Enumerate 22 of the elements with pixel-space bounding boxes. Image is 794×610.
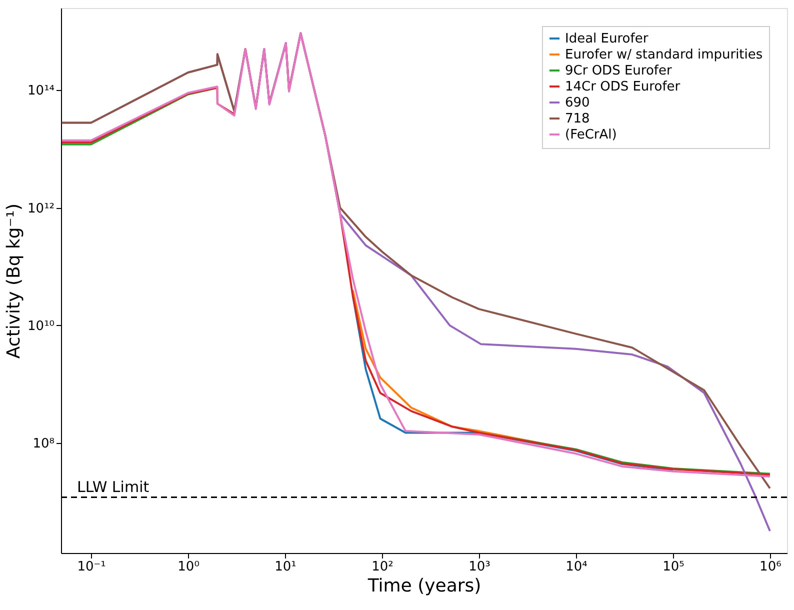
x-axis-title: Time (years) [366, 576, 482, 596]
y-tick-label: 10¹² [28, 201, 54, 216]
x-tick-label: 10³ [468, 560, 490, 574]
legend-label: 718 [565, 112, 590, 126]
legend-label: Ideal Eurofer [565, 32, 649, 46]
x-tick-label: 10⁴ [566, 560, 588, 574]
legend-label: Eurofer w/ standard impurities [565, 48, 763, 62]
x-tick-label: 10⁰ [178, 560, 200, 574]
ref-line-label: LLW Limit [77, 478, 150, 496]
x-tick-label: 10⁵ [662, 560, 684, 574]
x-tick-label: 10⁻¹ [77, 560, 106, 574]
legend-label: 9Cr ODS Eurofer [565, 64, 672, 78]
x-tick-label: 10⁶ [760, 560, 782, 574]
x-tick-label: 10² [372, 560, 394, 574]
x-tick-label: 10¹ [274, 560, 296, 574]
y-axis-title: Activity (Bq kg⁻¹) [4, 203, 25, 359]
y-tick-label: 10⁸ [32, 436, 54, 452]
y-tick-label: 10¹⁰ [28, 318, 54, 334]
legend-label: (FeCrAl) [565, 128, 617, 142]
legend-label: 690 [565, 96, 590, 110]
legend-label: 14Cr ODS Eurofer [565, 80, 681, 94]
y-tick-label: 10¹⁴ [28, 84, 54, 99]
